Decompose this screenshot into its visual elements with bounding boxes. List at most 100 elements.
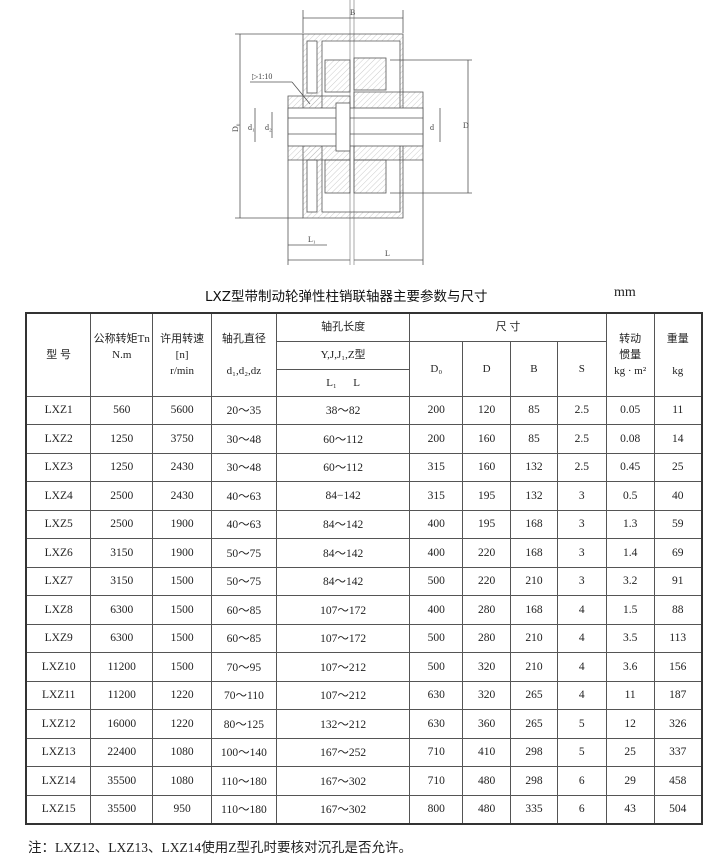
table-cell: LXZ13 <box>25 737 92 767</box>
table-cell: 110～180 <box>211 794 277 825</box>
table-row: LXZ3 1250 2430 30～48 60～112 315 160 132 2.5 0.45 2… <box>25 452 703 482</box>
table-cell: 210 <box>510 623 558 653</box>
table-cell: 91 <box>653 566 703 596</box>
table-cell: 630 <box>409 680 464 710</box>
table-cell: 320 <box>462 680 512 710</box>
dim-L1: L₁ <box>308 235 316 244</box>
table-cell: 132 <box>510 481 558 511</box>
table-cell: 84～142 <box>275 538 411 568</box>
header-bore-length-symbols: L₁ L <box>275 368 411 397</box>
table-cell: 3 <box>556 509 607 539</box>
table-cell: LXZ4 <box>25 481 92 511</box>
table-cell: 59 <box>653 509 703 539</box>
table-cell: 100～140 <box>211 737 277 767</box>
table-cell: 5 <box>556 709 607 739</box>
table-row: LXZ9 6300 1500 60～85 107～172 500 280 210 4 3.5 113 <box>25 623 703 653</box>
table-cell: 84～142 <box>275 566 411 596</box>
table-cell: 458 <box>653 766 703 796</box>
table-cell: 1220 <box>152 709 212 739</box>
header-bore-length: 轴孔长度 <box>275 312 411 342</box>
table-cell: 160 <box>462 452 512 482</box>
table-cell: 11 <box>605 680 655 710</box>
table-cell: 168 <box>510 509 558 539</box>
table-cell: 107～212 <box>275 652 411 682</box>
table-cell: 4 <box>556 595 607 625</box>
table-cell: 2.5 <box>556 424 607 454</box>
table-cell: 107～172 <box>275 595 411 625</box>
table-cell: 335 <box>510 794 558 825</box>
table-cell: 195 <box>462 509 512 539</box>
table-cell: 167～252 <box>275 737 411 767</box>
table-cell: 1500 <box>152 652 212 682</box>
table-cell: 6 <box>556 794 607 825</box>
table-cell: 12 <box>605 709 655 739</box>
table-cell: 1250 <box>90 424 154 454</box>
table-cell: 1.4 <box>605 538 655 568</box>
parameters-table: 型 号 公称转矩Tn N.m 许用转速 [n] r/min 轴孔直径 d₁,d₂,dz… <box>25 312 703 825</box>
header-speed: 许用转速 [n] r/min <box>152 312 212 397</box>
header-S: S <box>556 340 607 397</box>
header-D: D <box>462 340 512 397</box>
table-cell: 4 <box>556 652 607 682</box>
table-cell: 0.45 <box>605 452 655 482</box>
table-cell: 35500 <box>90 766 154 796</box>
table-cell: 5 <box>556 737 607 767</box>
table-cell: 60～112 <box>275 424 411 454</box>
table-cell: 107～172 <box>275 623 411 653</box>
table-cell: 265 <box>510 680 558 710</box>
table-cell: 480 <box>462 766 512 796</box>
table-cell: 160 <box>462 424 512 454</box>
table-cell: 337 <box>653 737 703 767</box>
table-cell: 400 <box>409 509 464 539</box>
table-cell: 3 <box>556 566 607 596</box>
table-cell: 30～48 <box>211 424 277 454</box>
header-D0: D₀ <box>409 340 464 397</box>
table-cell: 400 <box>409 538 464 568</box>
table-row: LXZ6 3150 1900 50～75 84～142 400 220 168 3 1.4 69 <box>25 538 703 568</box>
table-cell: 30～48 <box>211 452 277 482</box>
table-cell: 3750 <box>152 424 212 454</box>
table-row: LXZ10 11200 1500 70～95 107～212 500 320 210 4 3.6 1… <box>25 652 703 682</box>
coupling-drawing: B D₀ d₁ d₂ D d ▷1:10 L₁ L <box>231 0 472 265</box>
table-cell: 220 <box>462 538 512 568</box>
table-cell: 315 <box>409 481 464 511</box>
table-cell: 107～212 <box>275 680 411 710</box>
table-cell: 6 <box>556 766 607 796</box>
table-cell: 710 <box>409 737 464 767</box>
table-cell: 3 <box>556 538 607 568</box>
table-cell: 200 <box>409 424 464 454</box>
table-cell: 3.2 <box>605 566 655 596</box>
table-cell: 280 <box>462 595 512 625</box>
table-cell: LXZ9 <box>25 623 92 653</box>
table-cell: 20～35 <box>211 395 277 425</box>
table-cell: LXZ10 <box>25 652 92 682</box>
table-cell: 1080 <box>152 737 212 767</box>
table-row: LXZ4 2500 2430 40～63 84−142 315 195 132 3 0.5 40 <box>25 481 703 511</box>
table-cell: 50～75 <box>211 566 277 596</box>
table-row: LXZ14 35500 1080 110～180 167～302 710 480 298 6 29… <box>25 766 703 796</box>
table-cell: 3.6 <box>605 652 655 682</box>
table-row: LXZ8 6300 1500 60～85 107～172 400 280 168 4 1.5 88 <box>25 595 703 625</box>
table-cell: 84～142 <box>275 509 411 539</box>
table-cell: 0.05 <box>605 395 655 425</box>
table-cell: 11 <box>653 395 703 425</box>
table-cell: LXZ5 <box>25 509 92 539</box>
table-cell: 210 <box>510 652 558 682</box>
table-cell: 265 <box>510 709 558 739</box>
table-cell: 1500 <box>152 566 212 596</box>
table-row: LXZ13 22400 1080 100～140 167～252 710 410 298 5 25… <box>25 737 703 767</box>
table-cell: LXZ6 <box>25 538 92 568</box>
table-cell: 500 <box>409 623 464 653</box>
table-cell: 70～95 <box>211 652 277 682</box>
header-model: 型 号 <box>25 312 92 397</box>
header-B: B <box>510 340 558 397</box>
table-cell: 400 <box>409 595 464 625</box>
table-cell: 298 <box>510 737 558 767</box>
table-cell: 5600 <box>152 395 212 425</box>
table-cell: 1500 <box>152 623 212 653</box>
table-cell: 85 <box>510 424 558 454</box>
table-cell: 29 <box>605 766 655 796</box>
table-cell: 132～212 <box>275 709 411 739</box>
table-cell: 50～75 <box>211 538 277 568</box>
table-cell: 1250 <box>90 452 154 482</box>
